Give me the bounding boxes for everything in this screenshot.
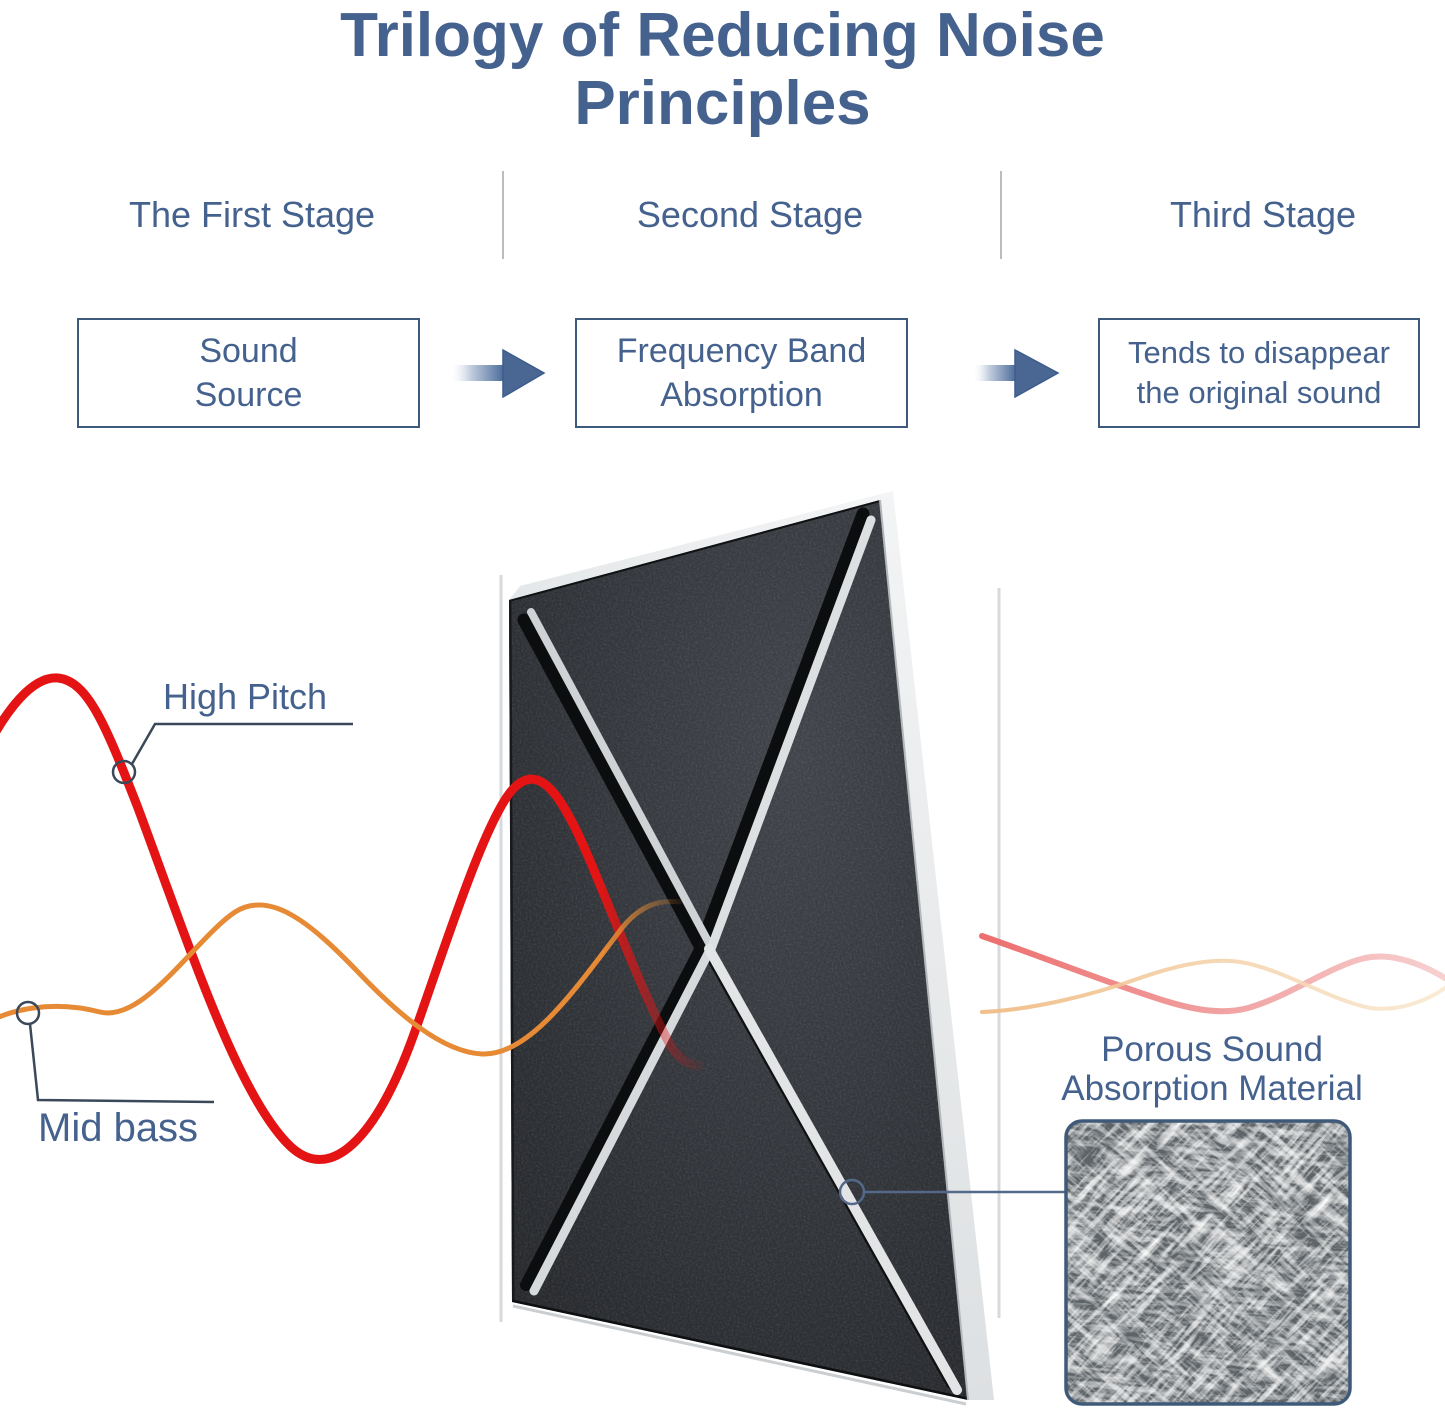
red-wave <box>0 673 707 1164</box>
flow-box-frequency-absorption: Frequency Band Absorption <box>575 318 908 428</box>
mid-bass-label: Mid bass <box>38 1106 199 1150</box>
flow-box-line: Sound <box>199 331 298 370</box>
stage-divider <box>502 171 504 259</box>
flow-box-disappear-sound: Tends to disappear the original sound <box>1098 318 1420 428</box>
porous-material-inset-image <box>1064 1119 1352 1406</box>
stage-label-third: Third Stage <box>1169 194 1357 235</box>
page-title: Trilogy of Reducing Noise Principles <box>340 1 1105 139</box>
mid-bass-callout <box>15 1000 215 1104</box>
stage-label-second: Second Stage <box>636 194 864 235</box>
flow-box-line: Tends to disappear <box>1128 334 1390 370</box>
flow-arrow-icon <box>453 348 546 399</box>
stage-label-first: The First Stage <box>128 194 376 235</box>
flow-box-line: Source <box>194 376 303 414</box>
panel-side-face <box>880 491 994 1400</box>
high-pitch-label: High Pitch <box>163 676 328 717</box>
acoustic-panel <box>509 491 994 1406</box>
porous-label-line: Porous Sound <box>1101 1030 1323 1069</box>
high-pitch-callout <box>111 722 353 785</box>
faded-orange-wave <box>980 958 1445 1014</box>
faded-red-wave <box>979 933 1445 1015</box>
porous-label-line: Absorption Material <box>1061 1069 1363 1109</box>
flow-box-line: the original sound <box>1136 375 1382 410</box>
flow-box-line: Frequency Band <box>616 331 867 370</box>
orange-wave <box>0 899 683 1057</box>
flow-arrow-icon <box>975 348 1060 399</box>
stage-divider <box>1000 171 1002 259</box>
flow-box-line: Absorption <box>660 376 823 414</box>
zone-guide-lines <box>499 575 1001 1322</box>
flow-box-sound-source: Sound Source <box>77 318 420 428</box>
porous-material-label: Porous Sound Absorption Material <box>1037 1030 1387 1108</box>
porous-material-callout <box>838 1178 1066 1206</box>
panel-top-bevel <box>509 491 893 600</box>
